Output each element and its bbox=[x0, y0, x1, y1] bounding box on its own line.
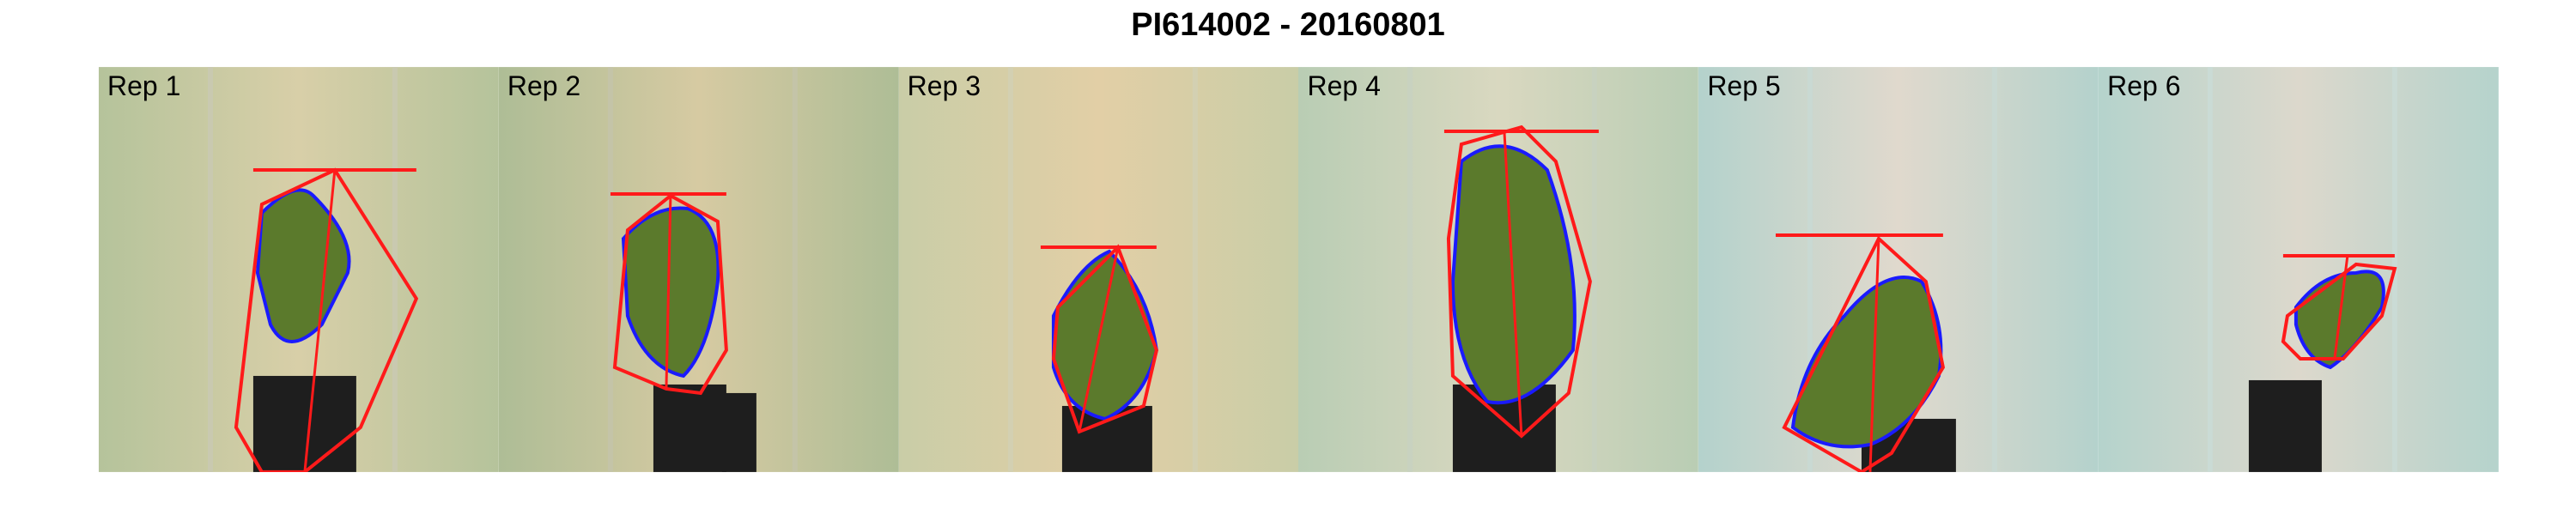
plant-image-2 bbox=[498, 67, 899, 472]
plant-leaves bbox=[1793, 276, 1941, 447]
rep-panel-6: Rep 6 bbox=[2099, 67, 2499, 472]
rep-panel-3: Rep 3 bbox=[898, 67, 1299, 472]
figure-title: PI614002 - 20160801 bbox=[1131, 7, 1445, 43]
convex-hull bbox=[2281, 262, 2397, 360]
rep-label: Rep 3 bbox=[907, 70, 981, 101]
convex-hull bbox=[612, 193, 728, 396]
plant-leaves bbox=[1453, 146, 1576, 403]
rep-label: Rep 5 bbox=[1707, 70, 1781, 101]
convex-hull bbox=[1782, 235, 1946, 472]
rep-label: Rep 6 bbox=[2107, 70, 2181, 101]
pot bbox=[252, 375, 356, 472]
rep-label: Rep 1 bbox=[107, 70, 181, 101]
plant-image-4 bbox=[1298, 67, 1699, 472]
convex-hull bbox=[1447, 124, 1593, 439]
plant-image-6 bbox=[2099, 67, 2499, 472]
plant-image-5 bbox=[1698, 67, 2099, 472]
pot bbox=[2249, 379, 2323, 472]
plant-contour bbox=[1451, 144, 1577, 405]
rep-label: Rep 2 bbox=[507, 70, 581, 101]
plant-leaves bbox=[257, 190, 349, 342]
convex-hull bbox=[234, 167, 419, 472]
image-strip: Rep 1 Rep 2 bbox=[99, 67, 2499, 472]
rep-panel-4: Rep 4 bbox=[1298, 67, 1699, 472]
rep-panel-2: Rep 2 bbox=[498, 67, 899, 472]
rep-label: Rep 4 bbox=[1307, 70, 1381, 101]
plant-contour bbox=[255, 188, 351, 343]
rep-panel-1: Rep 1 bbox=[99, 67, 499, 472]
plant-contour bbox=[621, 206, 720, 379]
plant-leaves bbox=[623, 208, 719, 376]
rep-panel-5: Rep 5 bbox=[1698, 67, 2099, 472]
plant-leaves bbox=[1053, 251, 1157, 419]
plant-image-1 bbox=[99, 67, 499, 472]
plant-image-3 bbox=[898, 67, 1299, 472]
pot bbox=[653, 384, 726, 472]
